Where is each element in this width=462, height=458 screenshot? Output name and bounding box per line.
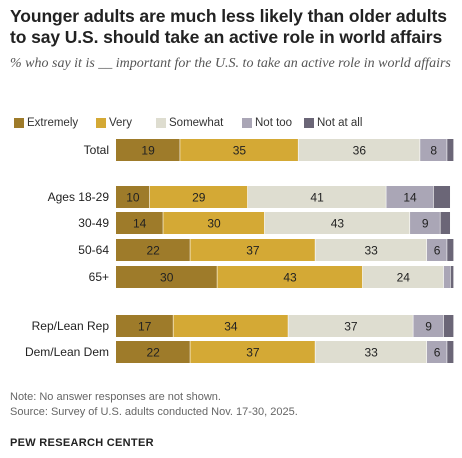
- data-label: 35: [233, 144, 247, 158]
- data-label: 33: [365, 346, 379, 360]
- bar-segment: [426, 341, 447, 363]
- data-label: 9: [422, 217, 429, 231]
- legend-swatch: [304, 118, 314, 128]
- data-label: 19: [141, 144, 155, 158]
- data-label: 33: [365, 244, 379, 258]
- bar-segment: [217, 266, 363, 288]
- bar-segment: [116, 186, 150, 208]
- data-label: 34: [224, 320, 238, 334]
- data-label: 9: [425, 320, 432, 334]
- bar-segment: [410, 212, 440, 234]
- data-label: 37: [246, 346, 260, 360]
- bar-segment: [116, 239, 190, 261]
- bar-segment: [443, 266, 451, 288]
- data-label: 6: [434, 244, 441, 258]
- bar-segment: [315, 341, 427, 363]
- bar-segment: [149, 186, 248, 208]
- data-label: 43: [283, 271, 297, 285]
- bar-segment: [420, 139, 447, 161]
- source: Source: Survey of U.S. adults conducted …: [10, 406, 298, 418]
- data-label: 10: [126, 191, 140, 205]
- legend-swatch: [156, 118, 166, 128]
- bar-segment: [247, 186, 386, 208]
- data-label: 30: [207, 217, 221, 231]
- legend-label: Somewhat: [169, 117, 224, 129]
- category-label: Rep/Lean Rep: [32, 319, 110, 333]
- legend-swatch: [242, 118, 252, 128]
- data-label: 37: [344, 320, 358, 334]
- data-label: 29: [192, 191, 206, 205]
- bar-segment: [426, 239, 447, 261]
- note: Note: No answer responses are not shown.: [10, 391, 221, 403]
- category-label: Dem/Lean Dem: [25, 345, 109, 359]
- bar-segment: [298, 139, 420, 161]
- bar-segment: [413, 315, 444, 337]
- legend-label: Extremely: [27, 117, 79, 129]
- chart-subtitle: % who say it is __ important for the U.S…: [10, 56, 451, 71]
- legend-swatch: [96, 118, 106, 128]
- bar-segment: [163, 212, 265, 234]
- data-label: 17: [138, 320, 152, 334]
- bar-segment: [173, 315, 288, 337]
- legend-swatch: [14, 118, 24, 128]
- org-name: PEW RESEARCH CENTER: [10, 437, 154, 449]
- category-label: 50-64: [78, 243, 109, 257]
- bar-segment: [440, 212, 451, 234]
- bar-segment: [180, 139, 298, 161]
- data-label: 22: [147, 244, 161, 258]
- data-label: 41: [310, 191, 324, 205]
- category-label: Ages 18-29: [48, 190, 110, 204]
- bar-segment: [450, 266, 454, 288]
- bar-segment: [386, 186, 434, 208]
- bar-segment: [116, 341, 190, 363]
- bar-segment: [447, 239, 454, 261]
- category-label: Total: [84, 143, 109, 157]
- bar-segment: [190, 239, 315, 261]
- legend-label: Not too: [255, 117, 293, 129]
- data-label: 43: [331, 217, 345, 231]
- data-label: 14: [403, 191, 417, 205]
- bar-segment: [116, 266, 217, 288]
- stacked-bar-chart: Total 19 35 36 8 Ages 18-29 10 29 41 14 30-49 14 30 4…: [25, 139, 454, 363]
- legend-label: Very: [109, 117, 133, 129]
- data-label: 22: [147, 346, 161, 360]
- data-label: 14: [133, 217, 147, 231]
- bar-segment: [447, 139, 454, 161]
- category-label: 65+: [89, 270, 109, 284]
- bar-segment: [315, 239, 427, 261]
- bar-segment: [447, 341, 454, 363]
- category-label: 30-49: [78, 216, 109, 230]
- data-label: 8: [430, 144, 437, 158]
- bar-segment: [116, 212, 163, 234]
- bar-segment: [116, 315, 173, 337]
- data-label: 37: [246, 244, 260, 258]
- bar-segment: [190, 341, 315, 363]
- data-label: 36: [353, 144, 367, 158]
- bar-segment: [433, 186, 451, 208]
- chart-title: Younger adults are much less likely than…: [10, 6, 447, 47]
- bar-segment: [288, 315, 413, 337]
- data-label: 24: [397, 271, 411, 285]
- data-label: 30: [160, 271, 174, 285]
- bar-segment: [116, 139, 180, 161]
- data-label: 6: [434, 346, 441, 360]
- bar-segment: [362, 266, 444, 288]
- legend-label: Not at all: [317, 117, 363, 129]
- bar-segment: [264, 212, 410, 234]
- bar-segment: [443, 315, 454, 337]
